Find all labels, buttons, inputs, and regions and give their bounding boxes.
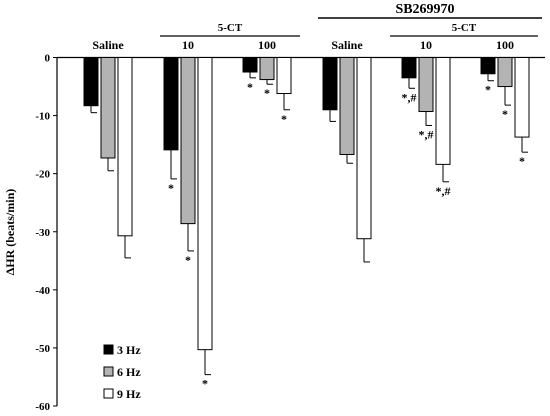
y-tick-label: -20 bbox=[35, 169, 50, 181]
bar bbox=[356, 57, 372, 240]
y-tick-label: -30 bbox=[35, 227, 50, 239]
bar bbox=[435, 57, 451, 165]
bar bbox=[100, 57, 116, 159]
significance-label: * bbox=[519, 154, 525, 168]
bar bbox=[401, 57, 417, 79]
legend-swatch bbox=[103, 344, 114, 355]
category-label: 10 bbox=[420, 38, 432, 52]
bar bbox=[180, 57, 196, 225]
category-label: 10 bbox=[182, 38, 194, 52]
error-bars bbox=[90, 72, 528, 376]
five-ct-left-label: 5-CT bbox=[218, 22, 243, 34]
category-label: Saline bbox=[92, 38, 124, 52]
significance-label: *,# bbox=[402, 90, 417, 104]
y-tick-label: -40 bbox=[35, 285, 50, 297]
bar bbox=[259, 57, 275, 81]
bar bbox=[197, 57, 213, 351]
legend-swatch bbox=[103, 388, 114, 399]
legend-swatch bbox=[103, 366, 114, 377]
y-tick-label: -10 bbox=[35, 111, 50, 123]
bar bbox=[339, 57, 355, 155]
significance-label: * bbox=[202, 377, 208, 391]
category-label: 100 bbox=[496, 38, 514, 52]
y-tick-label: -50 bbox=[35, 343, 50, 355]
legend-label: 3 Hz bbox=[117, 343, 141, 357]
significance-label: * bbox=[168, 181, 174, 195]
significance-label: * bbox=[264, 86, 270, 100]
y-tick-label: 0 bbox=[45, 53, 51, 65]
legend-label: 6 Hz bbox=[117, 365, 141, 379]
bar bbox=[83, 57, 99, 107]
five-ct-right-label: 5-CT bbox=[452, 22, 477, 34]
bars bbox=[83, 57, 530, 351]
bar bbox=[276, 57, 292, 95]
significance-label: * bbox=[247, 80, 253, 94]
significance-label: * bbox=[185, 253, 191, 267]
significance-label: *,# bbox=[419, 127, 434, 141]
bar bbox=[497, 57, 513, 88]
significance-label: * bbox=[502, 107, 508, 121]
significance-label: *,# bbox=[436, 184, 451, 198]
axes: 0 -10 -20 -30 -40 -50 -60 bbox=[35, 53, 545, 413]
y-axis-label: ΔHR (beats/min) bbox=[3, 189, 17, 276]
category-labels: Saline 10 100 Saline 10 100 bbox=[92, 38, 514, 52]
legend-label: 9 Hz bbox=[117, 387, 141, 401]
group-headers: SB269970 5-CT 5-CT bbox=[160, 2, 542, 37]
bar bbox=[418, 57, 434, 113]
y-tick-label: -60 bbox=[35, 401, 50, 413]
bar bbox=[117, 57, 133, 237]
bar bbox=[322, 57, 338, 111]
category-label: 100 bbox=[258, 38, 276, 52]
significance-label: * bbox=[485, 83, 491, 97]
legend: 3 Hz 6 Hz 9 Hz bbox=[103, 343, 141, 401]
bar bbox=[480, 57, 496, 75]
bar bbox=[242, 57, 258, 73]
significance-annotations: * * *,# * * * *,# * * * *,# * bbox=[168, 80, 525, 391]
significance-label: * bbox=[281, 112, 287, 126]
bar bbox=[514, 57, 530, 138]
bar bbox=[163, 57, 179, 151]
sb-title: SB269970 bbox=[395, 2, 454, 17]
category-label: Saline bbox=[331, 38, 363, 52]
